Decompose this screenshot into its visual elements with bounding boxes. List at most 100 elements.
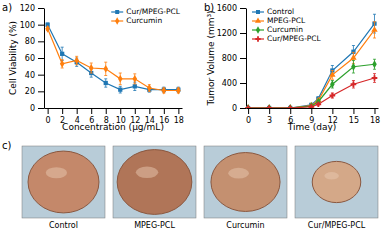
tick-label: 800 xyxy=(222,54,237,63)
legend: Cur/MPEG-PCLCurcumin xyxy=(111,7,181,25)
point xyxy=(74,57,79,65)
x-axis-title: Concentration (μg/mL) xyxy=(62,122,164,132)
photo-frame xyxy=(22,146,105,218)
legend-label: MPEG-PCL xyxy=(267,16,306,25)
tick-mark xyxy=(311,108,312,114)
tick-mark xyxy=(240,8,246,9)
point xyxy=(266,105,272,108)
tick-mark xyxy=(240,108,246,109)
tick-mark xyxy=(120,108,121,114)
point xyxy=(350,54,356,60)
tick-label: 20 xyxy=(25,87,35,96)
line xyxy=(248,78,374,108)
tick-mark xyxy=(38,108,44,109)
panel: 0369121518040080012001600Time (day)Tumor… xyxy=(206,4,380,132)
point xyxy=(351,63,356,71)
category-label: MPEG-PCL xyxy=(134,221,175,230)
tick: 0 xyxy=(232,104,246,113)
tick-label: 15 xyxy=(349,116,359,125)
series xyxy=(245,74,377,108)
point xyxy=(133,84,137,88)
y-axis-title: Cell Viability (%) xyxy=(8,21,18,95)
tick-label: 100 xyxy=(20,21,35,30)
category-label: Cur/MPEG-PCL xyxy=(308,221,366,230)
point xyxy=(104,81,108,85)
tick: 18 xyxy=(174,108,184,125)
error-bar xyxy=(119,73,122,85)
point xyxy=(60,60,65,68)
line xyxy=(48,29,179,91)
legend-label: Cur/MPEG-PCL xyxy=(126,7,181,16)
y-axis: 040080012001600 xyxy=(217,4,247,113)
photo-frame xyxy=(113,146,196,218)
tick-mark xyxy=(178,108,179,114)
point xyxy=(329,71,335,77)
panel-label: a) xyxy=(2,2,12,13)
series xyxy=(245,22,378,108)
axis-line xyxy=(45,108,183,109)
tick-label: 0 xyxy=(246,116,251,125)
tick-mark xyxy=(77,108,78,114)
tick-mark xyxy=(38,91,44,92)
error-bar xyxy=(373,59,376,69)
legend-item: MPEG-PCL xyxy=(252,16,306,25)
tick-mark xyxy=(269,108,270,114)
tick-label: 1200 xyxy=(217,29,237,38)
tick: 0 xyxy=(30,104,44,113)
tick-mark xyxy=(106,108,107,114)
tick: 40 xyxy=(25,71,44,80)
tick-label: 1600 xyxy=(217,4,237,13)
tick-label: 0 xyxy=(232,104,237,113)
point xyxy=(89,64,94,72)
tick: 100 xyxy=(20,21,44,30)
illustration xyxy=(22,146,378,218)
tick-label: 40 xyxy=(25,71,35,80)
axis-line xyxy=(44,9,45,109)
tick-label: 18 xyxy=(174,116,184,125)
error-bar xyxy=(119,86,122,93)
series xyxy=(246,59,377,108)
legend-symbol xyxy=(256,26,260,33)
legend-item: Curcumin xyxy=(111,16,162,25)
error-bar xyxy=(331,81,334,89)
tick-mark xyxy=(149,108,150,114)
legend-symbol xyxy=(115,10,119,14)
point xyxy=(118,75,123,83)
tick-mark xyxy=(290,108,291,114)
tick-mark xyxy=(91,108,92,114)
figure: 024681012141618020406080100120Concentrat… xyxy=(0,0,384,240)
line xyxy=(248,64,374,108)
tick: 15 xyxy=(349,108,359,125)
legend-item: Control xyxy=(252,7,294,16)
tick-mark xyxy=(38,8,44,9)
point xyxy=(372,75,378,81)
y-axis: 0 20 40 60 80 100 120 xyxy=(20,4,45,113)
error-bar xyxy=(352,61,355,74)
error-bar xyxy=(104,79,107,87)
line xyxy=(248,24,374,108)
tick: 0 xyxy=(46,108,51,125)
photo-frame xyxy=(295,146,378,218)
tick: 80 xyxy=(25,37,44,46)
tick-label: 3 xyxy=(267,116,272,125)
x-axis-title: Time (day) xyxy=(287,122,336,132)
tumor-highlight xyxy=(136,166,158,178)
point xyxy=(245,105,251,108)
legend-label: Curcumin xyxy=(126,16,162,25)
point xyxy=(309,102,314,108)
tick-mark xyxy=(240,33,246,34)
point xyxy=(267,104,272,108)
tick-mark xyxy=(240,83,246,84)
tick-mark xyxy=(38,41,44,42)
point xyxy=(60,52,64,56)
tick: 60 xyxy=(25,54,44,63)
panel-label: c) xyxy=(2,140,11,151)
tick-mark xyxy=(38,58,44,59)
tick-mark xyxy=(38,75,44,76)
tick: 120 xyxy=(20,4,44,13)
tick-mark xyxy=(48,108,49,114)
tick-mark xyxy=(240,58,246,59)
point xyxy=(45,25,50,33)
series xyxy=(45,25,180,95)
panel-label: b) xyxy=(204,2,214,13)
